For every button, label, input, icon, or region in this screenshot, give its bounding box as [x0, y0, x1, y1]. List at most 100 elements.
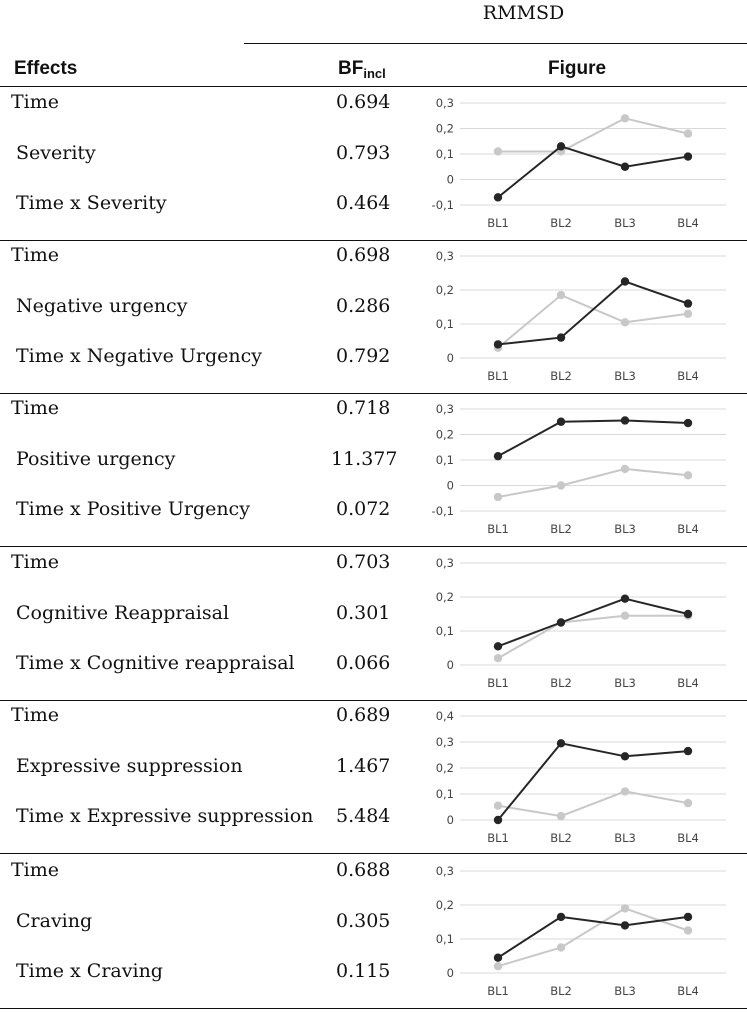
y-tick-label: 0	[447, 351, 454, 365]
light-series-line	[497, 614, 688, 660]
effects-column-header: Effects	[14, 58, 78, 79]
line-chart: -0,1 0 0,1 0,2 0,3 BL1 BL2 BL3 BL4	[432, 402, 726, 536]
bf-header-subscript: incl	[363, 66, 386, 81]
x-tick-label: BL2	[550, 369, 572, 383]
dark-series-line	[497, 742, 689, 821]
light-series-point	[493, 654, 503, 663]
effect-label: Craving	[16, 910, 93, 932]
line-chart: -0,1 0 0,1 0,2 0,3 BL1 BL2 BL3 BL4	[432, 96, 726, 230]
dark-series-point	[683, 609, 693, 619]
light-series-line	[497, 467, 689, 498]
light-series-line	[497, 293, 689, 349]
dark-series-point	[556, 618, 566, 627]
line-chart: 0 0,1 0,2 0,3 BL1 BL2 BL3 BL4	[436, 249, 726, 383]
light-series-point	[683, 309, 693, 318]
y-tick-label: 0,2	[436, 283, 454, 297]
dark-series-point	[556, 417, 566, 426]
light-series-point	[493, 962, 503, 971]
x-tick-label: BL1	[487, 984, 509, 998]
x-tick-label: BL1	[487, 831, 509, 845]
x-tick-label: BL4	[677, 676, 699, 690]
dark-series-point	[493, 193, 503, 202]
x-tick-label: BL4	[677, 522, 699, 536]
dark-series-point	[683, 912, 693, 922]
effect-label: Time	[11, 397, 60, 419]
x-tick-label: BL4	[677, 984, 699, 998]
bf-value: 0.115	[336, 960, 391, 982]
light-series-point	[620, 114, 630, 123]
dark-series-point	[556, 333, 566, 342]
y-tick-label: 0,4	[436, 709, 454, 723]
y-tick-label: 0,2	[436, 428, 454, 442]
dark-series-point	[493, 815, 503, 825]
x-tick-label: BL1	[487, 216, 509, 230]
bf-column-header: BFincl	[338, 56, 386, 87]
x-tick-label: BL2	[550, 831, 572, 845]
x-tick-label: BL2	[550, 522, 572, 536]
y-tick-label: 0,2	[436, 898, 454, 912]
effect-label: Expressive suppression	[16, 755, 243, 777]
effect-label: Time	[11, 551, 60, 573]
dark-series-line	[497, 419, 689, 458]
block-divider	[0, 240, 747, 241]
dark-series-point	[556, 739, 566, 748]
effect-label: Time x Cognitive reappraisal	[16, 652, 295, 674]
group-title: RMMSD	[482, 2, 565, 24]
x-tick-label: BL3	[614, 676, 636, 690]
bf-value: 11.377	[331, 448, 398, 470]
x-tick-label: BL3	[614, 522, 636, 536]
x-tick-label: BL4	[677, 831, 699, 845]
y-tick-label: 0,1	[436, 624, 454, 638]
dark-series-point	[620, 416, 630, 425]
bf-value: 0.301	[336, 602, 391, 624]
dark-series-point	[620, 277, 630, 286]
dark-series-point	[620, 162, 630, 171]
block-divider	[0, 700, 747, 701]
effect-block: Time 0.698 Negative urgency 0.286 Time x Neg…	[0, 240, 747, 393]
y-tick-label: -0,1	[432, 504, 454, 518]
light-series-point	[620, 904, 630, 913]
light-series-point	[683, 798, 693, 808]
y-tick-label: 0	[447, 173, 454, 187]
header-bottom-rule	[0, 86, 747, 87]
effect-label: Time	[11, 91, 60, 113]
dark-series-point	[683, 418, 693, 428]
dark-series-point	[620, 594, 630, 603]
y-tick-label: 0,3	[436, 735, 454, 749]
effect-block: Time 0.718 Positive urgency 11.377 Time x Po…	[0, 393, 747, 546]
x-tick-label: BL4	[677, 369, 699, 383]
light-series-point	[620, 464, 630, 474]
effect-label: Time x Negative Urgency	[16, 345, 263, 367]
light-series-point	[493, 801, 503, 810]
line-chart: 0 0,1 0,2 0,3 0,4 BL1 BL2 BL3 BL4	[436, 709, 726, 845]
x-tick-label: BL1	[487, 369, 509, 383]
figure-column-header: Figure	[548, 58, 607, 79]
y-tick-label: 0,2	[436, 761, 454, 775]
line-chart: 0 0,1 0,2 0,3 BL1 BL2 BL3 BL4	[436, 556, 726, 690]
effect-label: Time	[11, 859, 60, 881]
x-tick-label: BL1	[487, 676, 509, 690]
effect-label: Time x Positive Urgency	[16, 498, 250, 520]
light-series-point	[683, 129, 693, 138]
light-series-point	[620, 318, 630, 327]
x-tick-label: BL2	[550, 984, 572, 998]
effect-block: Time 0.689 Expressive suppression 1.467 Time…	[0, 700, 747, 853]
y-tick-label: 0,1	[436, 317, 454, 331]
y-tick-label: 0,1	[436, 147, 454, 161]
dark-series-point	[620, 921, 630, 930]
light-series-point	[620, 611, 630, 620]
y-tick-label: 0	[447, 658, 454, 672]
dark-series-point	[620, 752, 630, 761]
line-chart: 0 0,1 0,2 0,3 BL1 BL2 BL3 BL4	[436, 864, 726, 998]
effect-label: Positive urgency	[16, 448, 176, 470]
bf-value: 5.484	[336, 805, 391, 827]
dark-series-point	[556, 142, 566, 151]
dark-series-point	[556, 912, 566, 922]
bf-value: 0.792	[336, 345, 391, 367]
light-series-point	[556, 481, 566, 490]
effect-block: Time 0.703 Cognitive Reappraisal 0.301 Time …	[0, 547, 747, 700]
y-tick-label: -0,1	[432, 198, 454, 212]
effect-label: Time	[11, 244, 60, 266]
bf-value: 0.698	[336, 244, 391, 266]
light-series-line	[497, 790, 689, 818]
